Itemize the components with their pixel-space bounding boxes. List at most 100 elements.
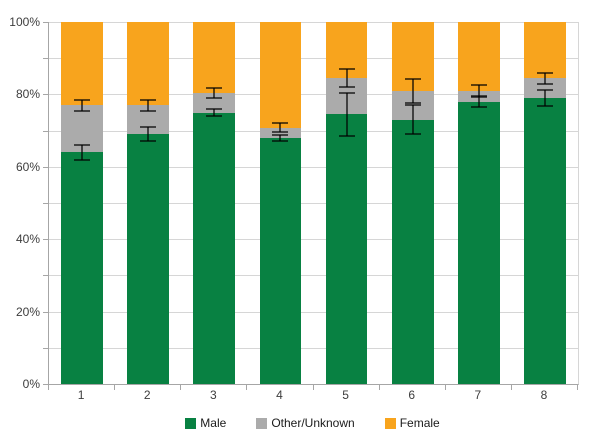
error-bar-cap: [206, 87, 223, 90]
error-bar-cap: [206, 115, 223, 118]
bar-segment-female: [127, 22, 169, 106]
error-bar-line: [411, 105, 414, 135]
legend-item-male: Male: [185, 417, 226, 429]
bar-segment-male: [127, 134, 169, 384]
bar-segment-male: [457, 101, 500, 384]
x-axis-label: 4: [276, 388, 283, 402]
y-axis-label: 60%: [15, 159, 40, 174]
bar-segment-female: [259, 22, 302, 128]
error-bar-cap: [272, 139, 289, 142]
error-bar-cap: [74, 109, 91, 112]
bar-slot: [115, 22, 181, 384]
error-bar-line: [81, 145, 84, 160]
x-axis-tick: [444, 385, 446, 390]
error-bar-cap: [470, 95, 487, 98]
gridline: [49, 166, 578, 168]
error-bar-line: [345, 69, 348, 88]
error-bar-cap: [536, 82, 553, 85]
y-axis-label: 100%: [9, 15, 40, 29]
gridline: [49, 239, 578, 241]
y-axis-tick: [43, 384, 48, 385]
error-bar-cap: [140, 125, 157, 128]
bar-slot: [314, 22, 380, 384]
bar-slot: [181, 22, 247, 384]
error-bar-line: [411, 78, 414, 103]
bar-slot: [49, 22, 115, 384]
y-axis: 0% 20% 40% 60% 80% 100%: [0, 15, 46, 391]
plot-area: [43, 22, 579, 390]
x-axis: 1 2 3 4 5 6 7 8: [48, 388, 577, 406]
error-bar-line: [213, 88, 216, 99]
error-bar-line: [345, 92, 348, 137]
error-bar-cap: [74, 144, 91, 147]
error-bar-line: [543, 89, 546, 107]
error-bar-cap: [206, 107, 223, 110]
error-bar-line: [543, 72, 546, 84]
x-axis-label: 2: [143, 388, 151, 402]
error-bar-line: [213, 108, 216, 117]
bar-segment-female: [61, 22, 103, 106]
legend-label: Female: [399, 416, 440, 430]
error-bar-cap: [74, 158, 91, 161]
gridline: [49, 311, 578, 313]
error-bar-cap: [470, 106, 487, 109]
legend-item-female: Female: [384, 416, 440, 430]
error-bar-line: [477, 84, 480, 97]
y-axis-tick: [43, 130, 48, 132]
legend-label: Male: [200, 416, 227, 430]
error-bar-cap: [272, 122, 289, 125]
error-bar-line: [81, 99, 84, 111]
bar-slot: [380, 22, 446, 384]
x-axis-tick: [378, 385, 380, 390]
gridline: [49, 58, 578, 60]
y-axis-tick: [43, 347, 48, 349]
x-axis-tick: [510, 385, 512, 390]
error-bar-cap: [272, 133, 289, 136]
y-axis-tick: [43, 166, 48, 168]
error-bar-cap: [338, 135, 355, 138]
x-axis-label: 6: [408, 388, 416, 402]
legend-item-other-unknown: Other/Unknown: [256, 416, 355, 430]
error-bar-cap: [338, 86, 355, 89]
x-axis-tick: [48, 385, 49, 390]
y-axis-tick: [43, 58, 48, 60]
legend: Male Other/Unknown Female: [48, 414, 577, 432]
error-bar-cap: [338, 91, 355, 94]
legend-label: Other/Unknown: [271, 416, 355, 430]
error-bar-cap: [404, 101, 421, 104]
x-axis-label: 3: [209, 388, 217, 402]
bar-segment-male: [61, 152, 103, 384]
bar-segment-male: [391, 119, 434, 384]
bar-segment-female: [193, 22, 236, 94]
x-axis-tick: [577, 385, 578, 390]
y-axis-tick: [43, 311, 48, 313]
gridline: [49, 203, 578, 204]
error-bar-cap: [404, 133, 421, 136]
x-axis-tick: [180, 385, 182, 390]
error-bar-cap: [140, 109, 157, 112]
bar-segment-female: [457, 22, 500, 91]
error-bar-cap: [536, 71, 553, 74]
y-axis-tick: [43, 94, 48, 96]
y-axis-tick: [43, 275, 48, 277]
y-axis-label: 40%: [15, 232, 40, 247]
error-bar-cap: [536, 105, 553, 108]
error-bar-cap: [338, 68, 355, 71]
gridline: [49, 94, 578, 96]
bar-slot: [247, 22, 313, 384]
legend-swatch-icon: [185, 417, 197, 429]
error-bar-line: [477, 95, 480, 108]
bar-segment-male: [193, 112, 236, 384]
error-bar-line: [147, 99, 150, 111]
error-bar-line: [279, 134, 282, 141]
error-bar-cap: [140, 98, 157, 101]
error-bar-cap: [470, 83, 487, 86]
legend-swatch-icon: [256, 417, 268, 429]
bar-slot: [446, 22, 512, 384]
y-axis-label: 0%: [22, 377, 40, 391]
error-bar-line: [279, 123, 282, 133]
bar-segment-other-unknown: [524, 78, 566, 99]
gridline: [49, 22, 578, 23]
error-bar-cap: [536, 88, 553, 91]
legend-swatch-icon: [384, 417, 396, 429]
